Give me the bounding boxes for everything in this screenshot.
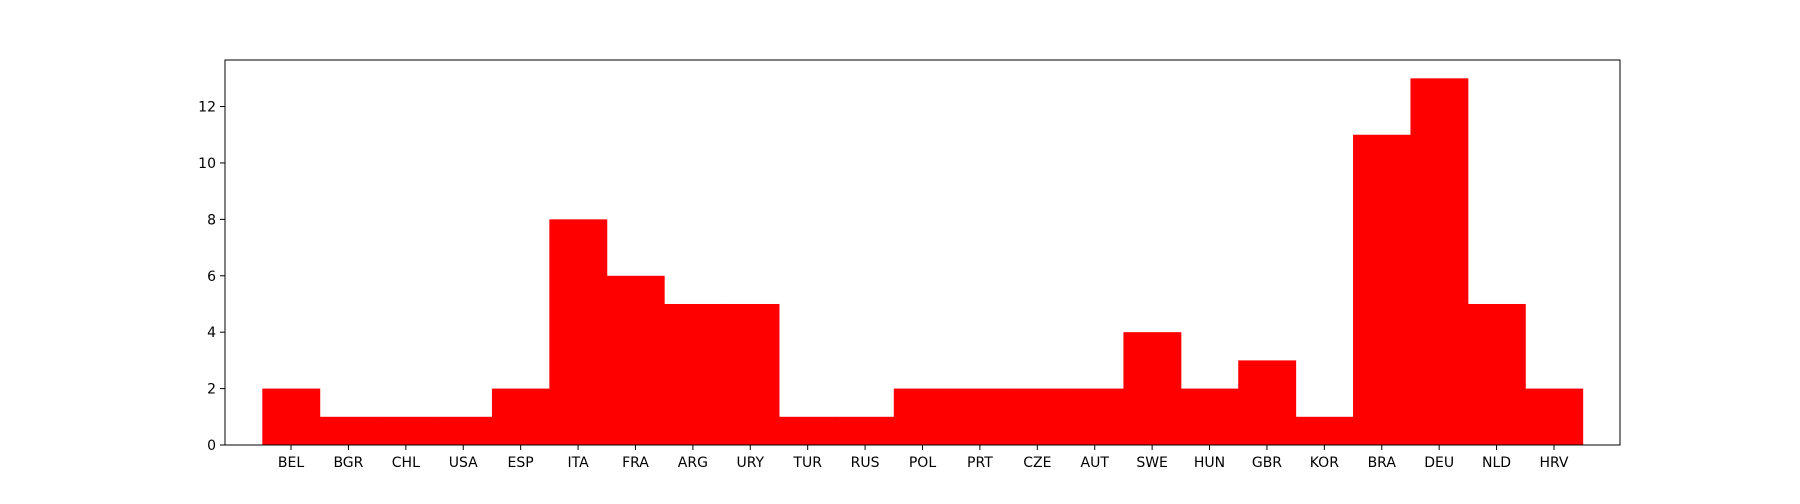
bar-hun (1180, 388, 1239, 445)
bar-usa (434, 416, 493, 445)
y-tick-label: 6 (207, 269, 216, 285)
bar-chl (377, 416, 436, 445)
x-tick-label: PRT (967, 455, 993, 471)
y-tick-label: 8 (207, 212, 216, 228)
x-tick-label: CZE (1023, 455, 1051, 471)
x-tick-label: URY (736, 455, 764, 471)
y-tick-label: 0 (207, 438, 216, 454)
bar-gbr (1238, 360, 1297, 445)
bar-swe (1123, 332, 1182, 445)
x-axis: BEL BGR CHL USA ESP ITA FRA ARG URY TUR RUS POL PRT C… (278, 445, 1569, 471)
bar-esp (491, 388, 550, 445)
x-tick-label: ARG (678, 455, 708, 471)
bar-cze (1008, 388, 1067, 445)
bar-bel (262, 388, 321, 445)
bar-prt (951, 388, 1010, 445)
bar-ita (549, 219, 608, 445)
x-tick-label: TUR (792, 455, 822, 471)
x-tick-label: POL (909, 455, 936, 471)
y-tick-label: 2 (207, 382, 216, 398)
bar-ury (721, 303, 780, 445)
x-tick-label: HRV (1539, 455, 1568, 471)
bar-bra (1353, 134, 1411, 445)
y-tick-label: 10 (198, 156, 216, 172)
bar-fra (606, 275, 665, 445)
x-tick-label: KOR (1310, 455, 1339, 471)
x-tick-label: HUN (1194, 455, 1225, 471)
bar-kor (1295, 416, 1354, 445)
x-tick-label: DEU (1424, 455, 1454, 471)
bar-deu (1410, 78, 1469, 445)
x-tick-label: RUS (851, 455, 880, 471)
x-tick-label: AUT (1081, 455, 1110, 471)
plot-frame (224, 59, 1621, 446)
bar-nld (1467, 303, 1526, 445)
x-tick-label: USA (449, 455, 478, 471)
x-tick-label: BRA (1368, 455, 1397, 471)
x-tick-label: FRA (622, 455, 649, 471)
bar-rus (836, 416, 895, 445)
bar-hrv (1525, 388, 1584, 445)
y-axis: 0 2 4 6 8 10 12 (198, 100, 225, 454)
y-tick-label: 12 (198, 100, 216, 116)
y-tick-label: 4 (207, 325, 216, 341)
bars-layer (262, 78, 1584, 445)
bar-bgr (319, 416, 378, 445)
bar-arg (664, 303, 723, 445)
x-tick-label: SWE (1136, 455, 1168, 471)
x-tick-label: NLD (1482, 455, 1511, 471)
x-tick-label: BGR (333, 455, 363, 471)
bar-tur (778, 416, 837, 445)
x-tick-label: GBR (1252, 455, 1282, 471)
bar-aut (1066, 388, 1124, 445)
x-tick-label: BEL (278, 455, 304, 471)
x-tick-label: ESP (508, 455, 534, 471)
x-tick-label: CHL (392, 455, 420, 471)
bar-pol (893, 388, 952, 445)
x-tick-label: ITA (567, 455, 589, 471)
